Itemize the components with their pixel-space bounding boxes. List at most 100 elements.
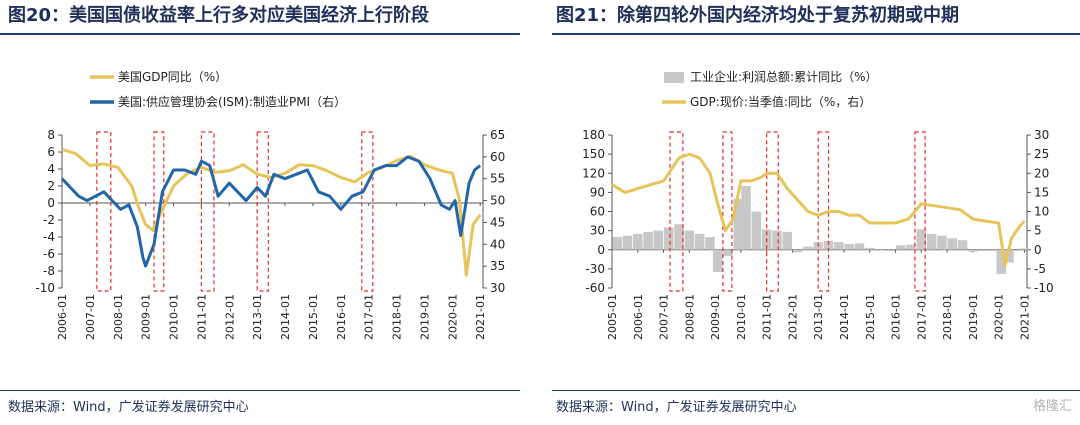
chart2-right-tick-label: 0 bbox=[1034, 243, 1042, 257]
chart2-bar bbox=[968, 249, 978, 252]
chart2-bar bbox=[633, 233, 643, 250]
chart2-right-tick-label: 20 bbox=[1034, 166, 1049, 180]
chart2-left-tick-label: 150 bbox=[582, 147, 605, 161]
chart2-left-tick-label: 180 bbox=[582, 128, 605, 142]
chart2-right-tick-label: 5 bbox=[1034, 224, 1042, 238]
chart2-right-tick-label: 30 bbox=[1034, 128, 1049, 142]
chart1-x-tick-label: 2007-01 bbox=[84, 294, 97, 340]
chart1-x-tick-label: 2009-01 bbox=[140, 294, 153, 340]
chart2-bar bbox=[772, 230, 782, 250]
chart2-bar bbox=[643, 231, 653, 250]
chart2-bar bbox=[937, 235, 947, 250]
chart2-x-tick-label: 2014-01 bbox=[838, 294, 851, 340]
chart2-bar bbox=[684, 230, 695, 250]
chart2-bar bbox=[653, 230, 664, 250]
chart1-right-tick-label: 40 bbox=[490, 237, 505, 251]
chart2-bar bbox=[782, 231, 793, 250]
chart1-left-tick-label: 0 bbox=[47, 196, 55, 210]
chart1-x-tick-label: 2020-01 bbox=[446, 294, 459, 340]
chart2-right-tick-label: -5 bbox=[1034, 262, 1046, 276]
chart2-x-tick-label: 2009-01 bbox=[709, 294, 722, 340]
chart2-bar bbox=[612, 237, 622, 250]
chart1-source: 数据来源：Wind，广发证券发展研究中心 bbox=[8, 400, 249, 415]
chart2-right-tick-label: -10 bbox=[1034, 281, 1054, 295]
chart2-bar bbox=[854, 243, 865, 250]
chart2-bar bbox=[988, 249, 999, 252]
chart1-left-tick-label: -10 bbox=[35, 281, 55, 295]
chart1-right-tick-label: 50 bbox=[490, 194, 505, 208]
chart1-x-tick-label: 2016-01 bbox=[335, 294, 348, 340]
chart2-bar bbox=[663, 227, 674, 250]
chart2-left-tick-label: 90 bbox=[590, 185, 605, 199]
chart2-bar bbox=[803, 246, 813, 250]
chart1-x-tick-label: 2014-01 bbox=[279, 294, 292, 340]
chart1-x-tick-label: 2011-01 bbox=[195, 294, 208, 340]
chart2-bar bbox=[996, 249, 1006, 274]
chart1-x-tick-label: 2015-01 bbox=[307, 294, 320, 340]
chart2-x-tick-label: 2006-01 bbox=[632, 294, 645, 340]
chart2-right-tick-label: 25 bbox=[1034, 147, 1049, 161]
chart1-left-tick-label: 4 bbox=[47, 162, 55, 176]
chart2-bar bbox=[844, 244, 854, 250]
chart1-left-tick-label: 8 bbox=[47, 128, 55, 142]
chart1-x-tick-label: 2019-01 bbox=[418, 294, 431, 340]
chart2-bar bbox=[674, 224, 684, 250]
chart2-bar bbox=[705, 237, 715, 250]
chart2-right-tick-label: 15 bbox=[1034, 185, 1049, 199]
watermark: 格隆汇 bbox=[1032, 399, 1072, 414]
chart2-legend-label: 工业企业:利润总额:累计同比（%） bbox=[690, 69, 878, 84]
chart2-bar bbox=[834, 242, 844, 250]
chart2-x-tick-label: 2016-01 bbox=[890, 294, 903, 340]
chart2-bar bbox=[916, 229, 927, 250]
chart2-bar bbox=[823, 240, 834, 250]
chart2-x-tick-label: 2005-01 bbox=[606, 294, 619, 340]
chart2-bar bbox=[906, 244, 916, 250]
chart2-left-tick-label: 0 bbox=[597, 243, 605, 257]
chart1-highlight-period bbox=[256, 131, 269, 292]
chart1-x-tick-label: 2017-01 bbox=[363, 294, 376, 340]
chart1-x-tick-label: 2021-01 bbox=[474, 294, 487, 340]
chart2-series-line-1 bbox=[611, 152, 1026, 267]
chart2-x-tick-label: 2021-01 bbox=[1018, 294, 1031, 340]
chart1-x-tick-label: 2010-01 bbox=[168, 294, 181, 340]
chart1-right-tick-label: 65 bbox=[490, 128, 505, 142]
chart2-bar bbox=[723, 249, 733, 257]
chart2-bar bbox=[751, 211, 762, 250]
chart1-left-tick-label: 6 bbox=[47, 145, 55, 159]
chart1-right-tick-label: 30 bbox=[490, 281, 505, 295]
chart1-left-tick-label: -4 bbox=[43, 230, 55, 244]
chart1-highlight-period bbox=[96, 131, 112, 292]
chart2-bar bbox=[792, 249, 803, 253]
chart1-legend-label: 美国GDP同比（%） bbox=[118, 70, 227, 84]
chart1-x-tick-label: 2008-01 bbox=[112, 294, 125, 340]
chart2-left-tick-label: 120 bbox=[582, 166, 605, 180]
chart2-right-tick-label: 10 bbox=[1034, 205, 1049, 219]
chart2-x-tick-label: 2018-01 bbox=[941, 294, 954, 340]
chart1-x-tick-label: 2012-01 bbox=[223, 294, 236, 340]
chart2-bar bbox=[1019, 248, 1030, 250]
chart1-highlight-period bbox=[200, 131, 215, 292]
chart1-right-tick-label: 55 bbox=[490, 172, 505, 186]
chart2-bar bbox=[864, 247, 875, 250]
chart2-bar bbox=[1004, 249, 1014, 263]
chart2-source: 数据来源：Wind，广发证券发展研究中心 bbox=[556, 400, 797, 415]
chart1-bottom-rule bbox=[0, 390, 520, 391]
chart2-x-tick-label: 2015-01 bbox=[864, 294, 877, 340]
chart1-right-tick-label: 60 bbox=[490, 150, 505, 164]
chart1-x-tick-label: 2013-01 bbox=[251, 294, 264, 340]
chart1-right-tick-label: 35 bbox=[490, 259, 505, 273]
chart2-highlight-period bbox=[817, 131, 830, 292]
chart2-x-tick-label: 2017-01 bbox=[915, 294, 928, 340]
chart2-legend-swatch bbox=[664, 72, 684, 83]
chart1-series-line-2 bbox=[60, 155, 482, 268]
chart2-x-tick-label: 2019-01 bbox=[967, 294, 980, 340]
chart2-highlight-period bbox=[766, 131, 779, 292]
chart2-bar bbox=[926, 233, 937, 250]
chart2-bar bbox=[741, 186, 751, 250]
chart1-highlight-period bbox=[361, 131, 374, 292]
chart2-bar bbox=[885, 249, 896, 252]
chart2-bar bbox=[957, 240, 968, 250]
chart2-bar bbox=[733, 198, 744, 250]
chart2-x-tick-label: 2012-01 bbox=[786, 294, 799, 340]
